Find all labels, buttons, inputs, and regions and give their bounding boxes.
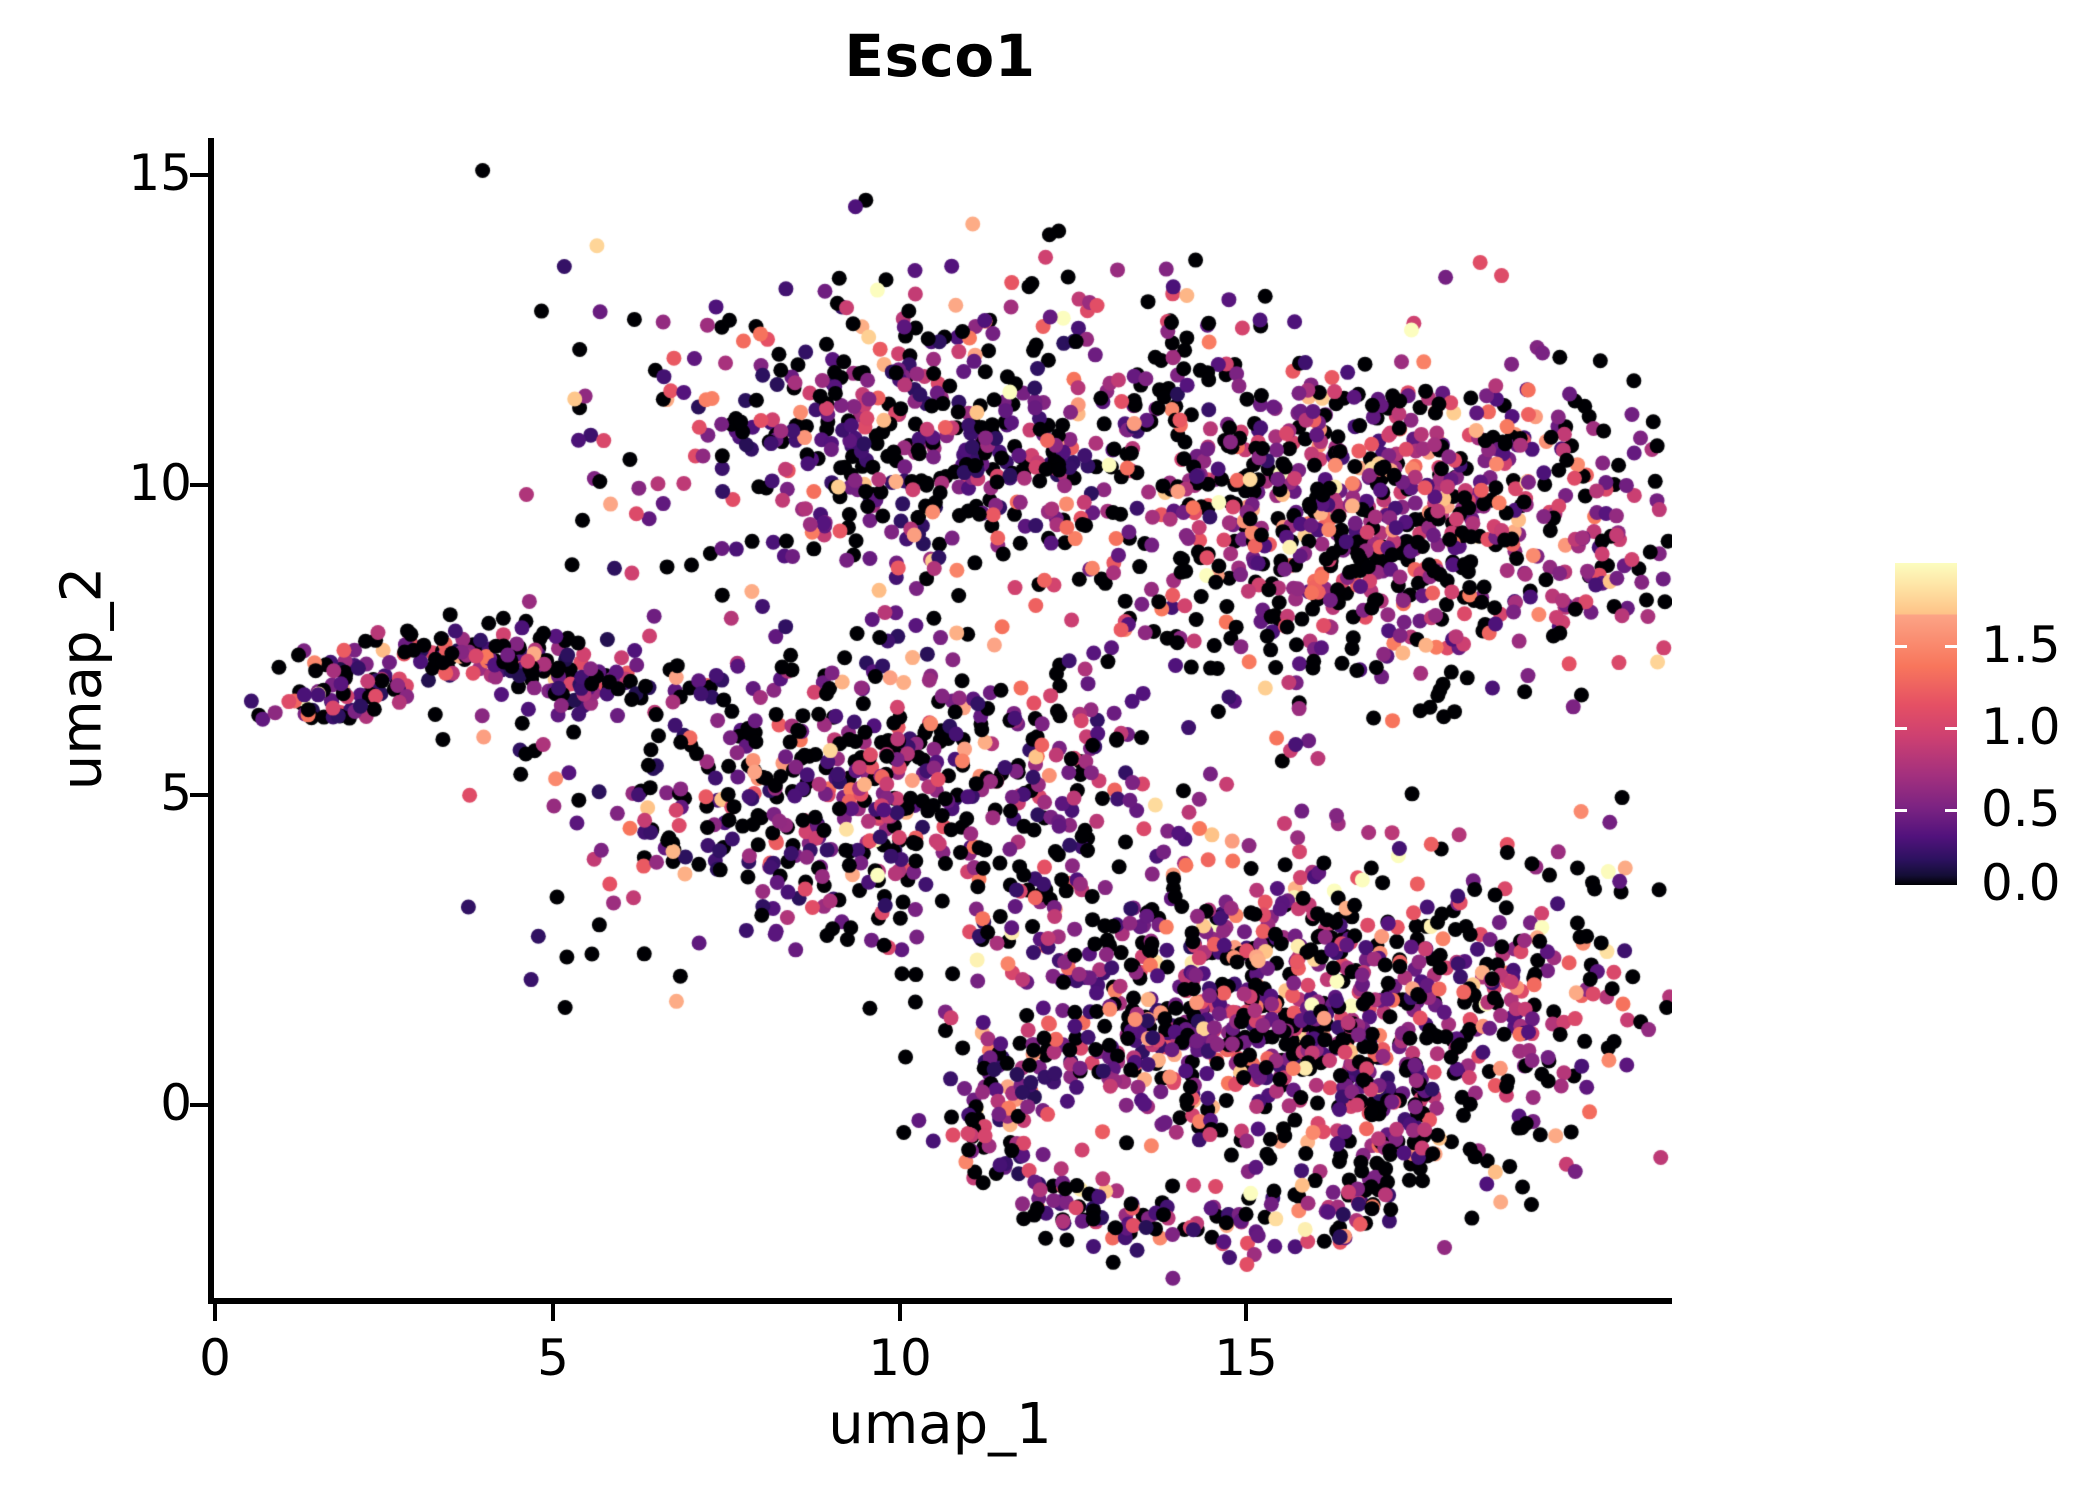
x-tick-mark [898,1303,902,1321]
x-tick-label: 5 [537,1329,569,1387]
colorbar: 1.5 1.0 0.5 0.0 [1895,563,2095,912]
y-tick-label: 10 [128,454,192,512]
colorbar-tick-mark [1895,809,1907,812]
colorbar-tick-mark [1895,645,1907,648]
y-tick-label: 5 [160,764,192,822]
page-title: Esco1 [844,22,1036,90]
x-tick-label: 0 [199,1329,231,1387]
colorbar-tick-label: 0.0 [1981,854,2061,912]
y-tick-mark [190,793,208,797]
scatter-points-layer [208,138,1672,1304]
x-tick-label: 15 [1214,1329,1278,1387]
colorbar-tick-label: 0.5 [1981,780,2061,838]
y-tick-label: 15 [128,144,192,202]
x-axis-label: umap_1 [828,1392,1052,1457]
colorbar-tick-mark [1945,727,1957,730]
colorbar-tick-label: 1.0 [1981,698,2061,756]
x-tick-mark [213,1303,217,1321]
y-tick-mark [190,1103,208,1107]
y-axis-label: umap_2 [49,566,115,791]
colorbar-tick-mark [1945,809,1957,812]
y-tick-mark [190,173,208,177]
y-tick-label: 0 [160,1074,192,1132]
colorbar-tick-label: 1.5 [1981,616,2061,674]
colorbar-gradient [1895,563,1957,885]
x-tick-mark [551,1303,555,1321]
y-tick-mark [190,483,208,487]
colorbar-tick-mark [1945,645,1957,648]
colorbar-tick-mark [1895,727,1907,730]
x-tick-mark [1244,1303,1248,1321]
scatter-plot-axes: 15 10 5 0 0 5 10 15 [128,138,1672,1387]
x-tick-label: 10 [868,1329,932,1387]
